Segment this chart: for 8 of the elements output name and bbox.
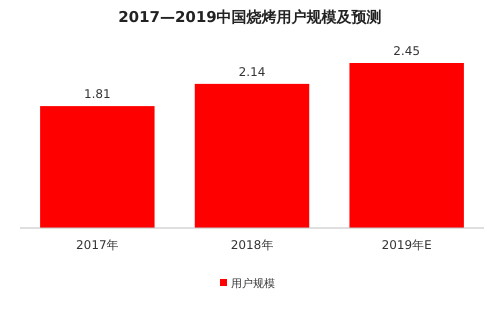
data-label: 1.81 bbox=[84, 87, 111, 102]
legend-label: 用户规模 bbox=[231, 277, 275, 290]
x-tick-label: 2018年 bbox=[230, 238, 274, 252]
chart-title: 2017—2019中国烧烤用户规模及预测 bbox=[118, 8, 382, 26]
data-label: 2.45 bbox=[393, 44, 420, 58]
data-label: 2.14 bbox=[238, 64, 266, 79]
x-tick-label: 2017年 bbox=[76, 238, 119, 252]
x-tick-label: 2019年E bbox=[382, 238, 432, 252]
